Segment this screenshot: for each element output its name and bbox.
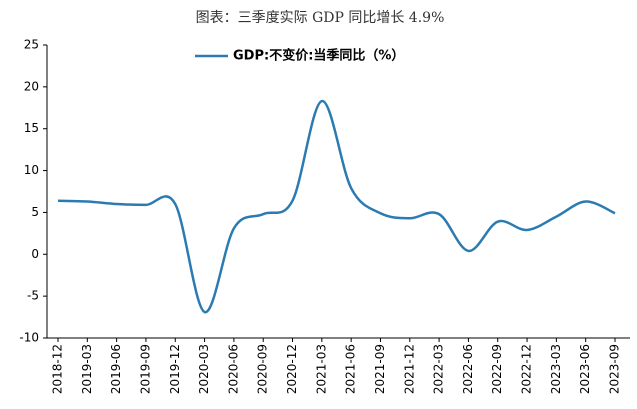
- x-tick-label: 2020-03: [197, 344, 211, 394]
- x-tick-label: 2020-12: [285, 344, 299, 394]
- x-tick-label: 2022-03: [432, 344, 446, 394]
- y-tick-label: 5: [31, 205, 39, 219]
- y-tick-label: 10: [24, 163, 39, 177]
- y-tick-label: -10: [19, 331, 39, 345]
- x-tick-label: 2021-12: [402, 344, 416, 394]
- y-tick-label: 0: [31, 247, 39, 261]
- x-tick-label: 2022-12: [520, 344, 534, 394]
- y-tick-label: -5: [27, 289, 39, 303]
- legend-label: GDP:不变价:当季同比（%）: [233, 48, 404, 64]
- x-tick-label: 2019-03: [80, 344, 94, 394]
- x-tick-label: 2023-09: [608, 344, 622, 394]
- x-tick-label: 2020-06: [226, 344, 240, 394]
- x-tick-label: 2019-12: [168, 344, 182, 394]
- x-tick-label: 2021-06: [344, 344, 358, 394]
- y-tick-label: 20: [24, 79, 39, 93]
- x-tick-label: 2021-03: [314, 344, 328, 394]
- y-tick-label: 15: [24, 121, 39, 135]
- x-tick-label: 2022-09: [490, 344, 504, 394]
- x-tick-label: 2023-03: [549, 344, 563, 394]
- x-tick-label: 2023-06: [578, 344, 592, 394]
- x-tick-label: 2019-06: [109, 344, 123, 394]
- x-tick-label: 2022-06: [461, 344, 475, 394]
- series-line: [57, 99, 616, 314]
- chart-title: 图表：三季度实际 GDP 同比增长 4.9%: [196, 10, 445, 26]
- y-tick-label: 25: [24, 38, 39, 52]
- x-tick-label: 2019-09: [138, 344, 152, 394]
- x-tick-label: 2020-09: [256, 344, 270, 394]
- x-tick-label: 2018-12: [51, 344, 65, 394]
- x-tick-label: 2021-09: [373, 344, 387, 394]
